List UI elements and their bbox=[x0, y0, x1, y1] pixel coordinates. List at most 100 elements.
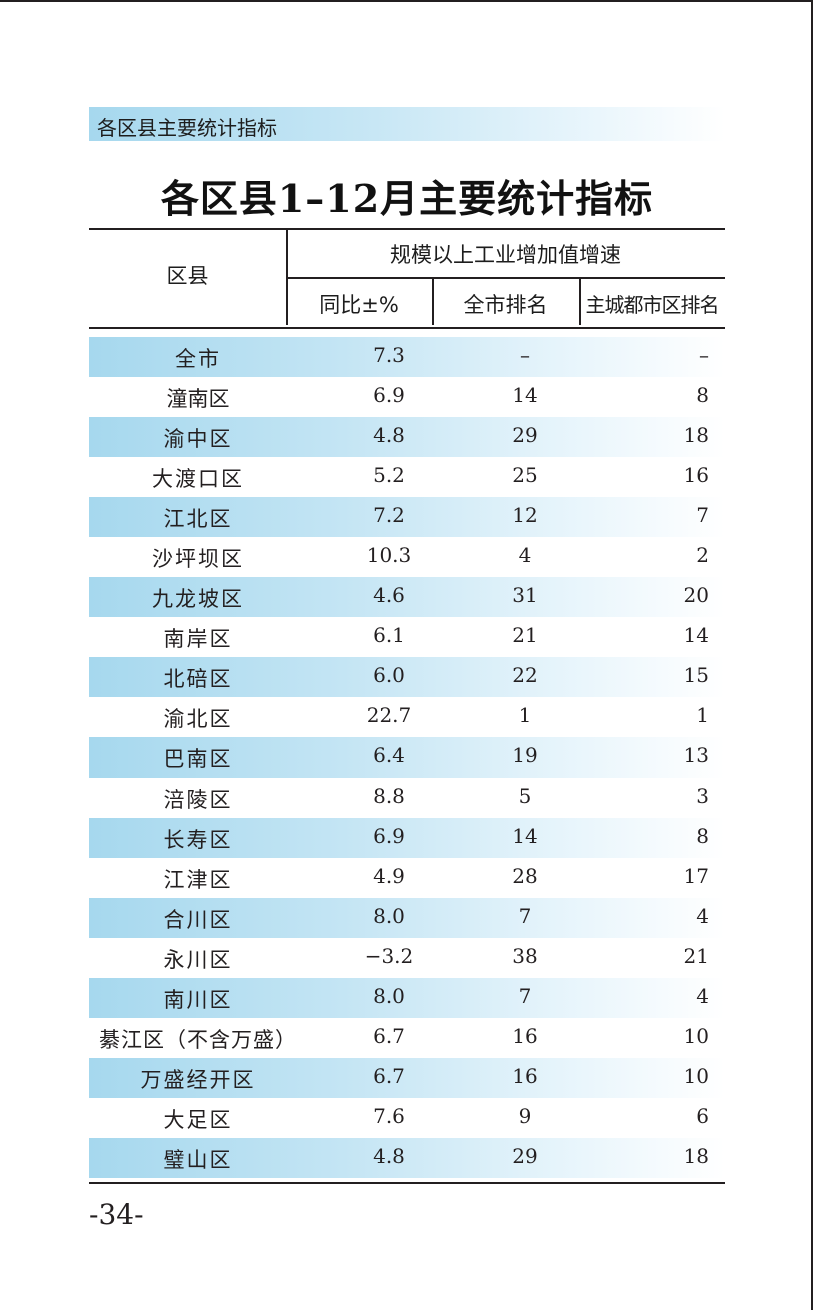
header-urban-rank: 主城都市区排名 bbox=[579, 289, 725, 318]
district-cell: 潼南区 bbox=[89, 383, 307, 413]
yoy-cell: 6.9 bbox=[317, 824, 461, 848]
header-district: 区县 bbox=[89, 260, 286, 290]
yoy-cell: 8.8 bbox=[317, 784, 461, 808]
city-rank-cell: 28 bbox=[459, 864, 591, 888]
yoy-cell: 6.7 bbox=[317, 1064, 461, 1088]
city-rank-cell: 31 bbox=[459, 583, 591, 607]
district-cell: 南岸区 bbox=[89, 623, 307, 653]
table-row: 永川区 −3.2 38 21 bbox=[89, 938, 725, 978]
table-row: 万盛经开区 6.7 16 10 bbox=[89, 1058, 725, 1098]
yoy-cell: 6.0 bbox=[317, 663, 461, 687]
table-row: 潼南区 6.9 14 8 bbox=[89, 377, 725, 417]
yoy-cell: 6.1 bbox=[317, 623, 461, 647]
urban-rank-cell: 10 bbox=[609, 1024, 709, 1048]
city-rank-cell: 29 bbox=[459, 1144, 591, 1168]
district-cell: 璧山区 bbox=[89, 1144, 307, 1174]
city-rank-cell: 1 bbox=[459, 703, 591, 727]
urban-rank-cell: 14 bbox=[609, 623, 709, 647]
urban-rank-cell: 16 bbox=[609, 463, 709, 487]
table-row: 长寿区 6.9 14 8 bbox=[89, 818, 725, 858]
yoy-cell: 22.7 bbox=[317, 703, 461, 727]
yoy-cell: 4.9 bbox=[317, 864, 461, 888]
urban-rank-cell: 18 bbox=[609, 1144, 709, 1168]
district-cell: 渝北区 bbox=[89, 703, 307, 733]
city-rank-cell: 16 bbox=[459, 1064, 591, 1088]
yoy-cell: 4.8 bbox=[317, 423, 461, 447]
urban-rank-cell: 4 bbox=[609, 984, 709, 1008]
yoy-cell: 4.6 bbox=[317, 583, 461, 607]
yoy-cell: 7.3 bbox=[317, 343, 461, 367]
district-cell: 合川区 bbox=[89, 904, 307, 934]
table-row: 渝北区 22.7 1 1 bbox=[89, 697, 725, 737]
table-row: 巴南区 6.4 19 13 bbox=[89, 737, 725, 777]
table-row: 九龙坡区 4.6 31 20 bbox=[89, 577, 725, 617]
table-row: 全市 7.3 – – bbox=[89, 337, 725, 377]
table-row: 渝中区 4.8 29 18 bbox=[89, 417, 725, 457]
table-row: 江北区 7.2 12 7 bbox=[89, 497, 725, 537]
urban-rank-cell: 18 bbox=[609, 423, 709, 447]
table-row: 南岸区 6.1 21 14 bbox=[89, 617, 725, 657]
urban-rank-cell: 15 bbox=[609, 663, 709, 687]
urban-rank-cell: 3 bbox=[609, 784, 709, 808]
district-cell: 渝中区 bbox=[89, 423, 307, 453]
table-row: 江津区 4.9 28 17 bbox=[89, 858, 725, 898]
table-row: 南川区 8.0 7 4 bbox=[89, 978, 725, 1018]
district-cell: 南川区 bbox=[89, 984, 307, 1014]
yoy-cell: 6.9 bbox=[317, 383, 461, 407]
city-rank-cell: 16 bbox=[459, 1024, 591, 1048]
city-rank-cell: 21 bbox=[459, 623, 591, 647]
district-cell: 江津区 bbox=[89, 864, 307, 894]
district-cell: 全市 bbox=[89, 343, 307, 373]
urban-rank-cell: 20 bbox=[609, 583, 709, 607]
district-cell: 北碚区 bbox=[89, 663, 307, 693]
table-row: 沙坪坝区 10.3 4 2 bbox=[89, 537, 725, 577]
district-cell: 江北区 bbox=[89, 503, 307, 533]
city-rank-cell: 38 bbox=[459, 944, 591, 968]
table-row: 北碚区 6.0 22 15 bbox=[89, 657, 725, 697]
table-header: 区县 规模以上工业增加值增速 同比±% 全市排名 主城都市区排名 bbox=[89, 228, 725, 329]
table-row: 大足区 7.6 9 6 bbox=[89, 1098, 725, 1138]
header-yoy: 同比±% bbox=[286, 289, 432, 319]
page-title: 各区县1–12月主要统计指标 bbox=[89, 168, 725, 223]
table-row: 大渡口区 5.2 25 16 bbox=[89, 457, 725, 497]
city-rank-cell: 4 bbox=[459, 543, 591, 567]
section-banner-label: 各区县主要统计指标 bbox=[97, 112, 277, 141]
city-rank-cell: 29 bbox=[459, 423, 591, 447]
district-cell: 大足区 bbox=[89, 1104, 307, 1134]
yoy-cell: 7.6 bbox=[317, 1104, 461, 1128]
district-cell: 綦江区（不含万盛） bbox=[89, 1024, 307, 1054]
district-cell: 长寿区 bbox=[89, 824, 307, 854]
table-bottom-rule bbox=[89, 1182, 725, 1184]
city-rank-cell: 19 bbox=[459, 743, 591, 767]
district-cell: 沙坪坝区 bbox=[89, 543, 307, 573]
yoy-cell: 6.7 bbox=[317, 1024, 461, 1048]
city-rank-cell: 14 bbox=[459, 824, 591, 848]
urban-rank-cell: 13 bbox=[609, 743, 709, 767]
section-banner: 各区县主要统计指标 bbox=[89, 107, 725, 141]
yoy-cell: 8.0 bbox=[317, 904, 461, 928]
district-cell: 九龙坡区 bbox=[89, 583, 307, 613]
yoy-cell: 7.2 bbox=[317, 503, 461, 527]
table-row: 璧山区 4.8 29 18 bbox=[89, 1138, 725, 1178]
district-cell: 万盛经开区 bbox=[89, 1064, 307, 1094]
yoy-cell: 4.8 bbox=[317, 1144, 461, 1168]
urban-rank-cell: 17 bbox=[609, 864, 709, 888]
urban-rank-cell: 21 bbox=[609, 944, 709, 968]
urban-rank-cell: 2 bbox=[609, 543, 709, 567]
page-number: -34- bbox=[89, 1198, 144, 1231]
header-city-rank: 全市排名 bbox=[432, 289, 579, 319]
urban-rank-cell: 6 bbox=[609, 1104, 709, 1128]
city-rank-cell: 5 bbox=[459, 784, 591, 808]
urban-rank-cell: – bbox=[609, 343, 709, 367]
table-row: 涪陵区 8.8 5 3 bbox=[89, 778, 725, 818]
urban-rank-cell: 4 bbox=[609, 904, 709, 928]
header-divider bbox=[286, 277, 725, 279]
city-rank-cell: – bbox=[459, 343, 591, 367]
yoy-cell: 5.2 bbox=[317, 463, 461, 487]
urban-rank-cell: 8 bbox=[609, 824, 709, 848]
yoy-cell: 8.0 bbox=[317, 984, 461, 1008]
yoy-cell: 10.3 bbox=[317, 543, 461, 567]
city-rank-cell: 22 bbox=[459, 663, 591, 687]
city-rank-cell: 7 bbox=[459, 904, 591, 928]
district-cell: 永川区 bbox=[89, 944, 307, 974]
